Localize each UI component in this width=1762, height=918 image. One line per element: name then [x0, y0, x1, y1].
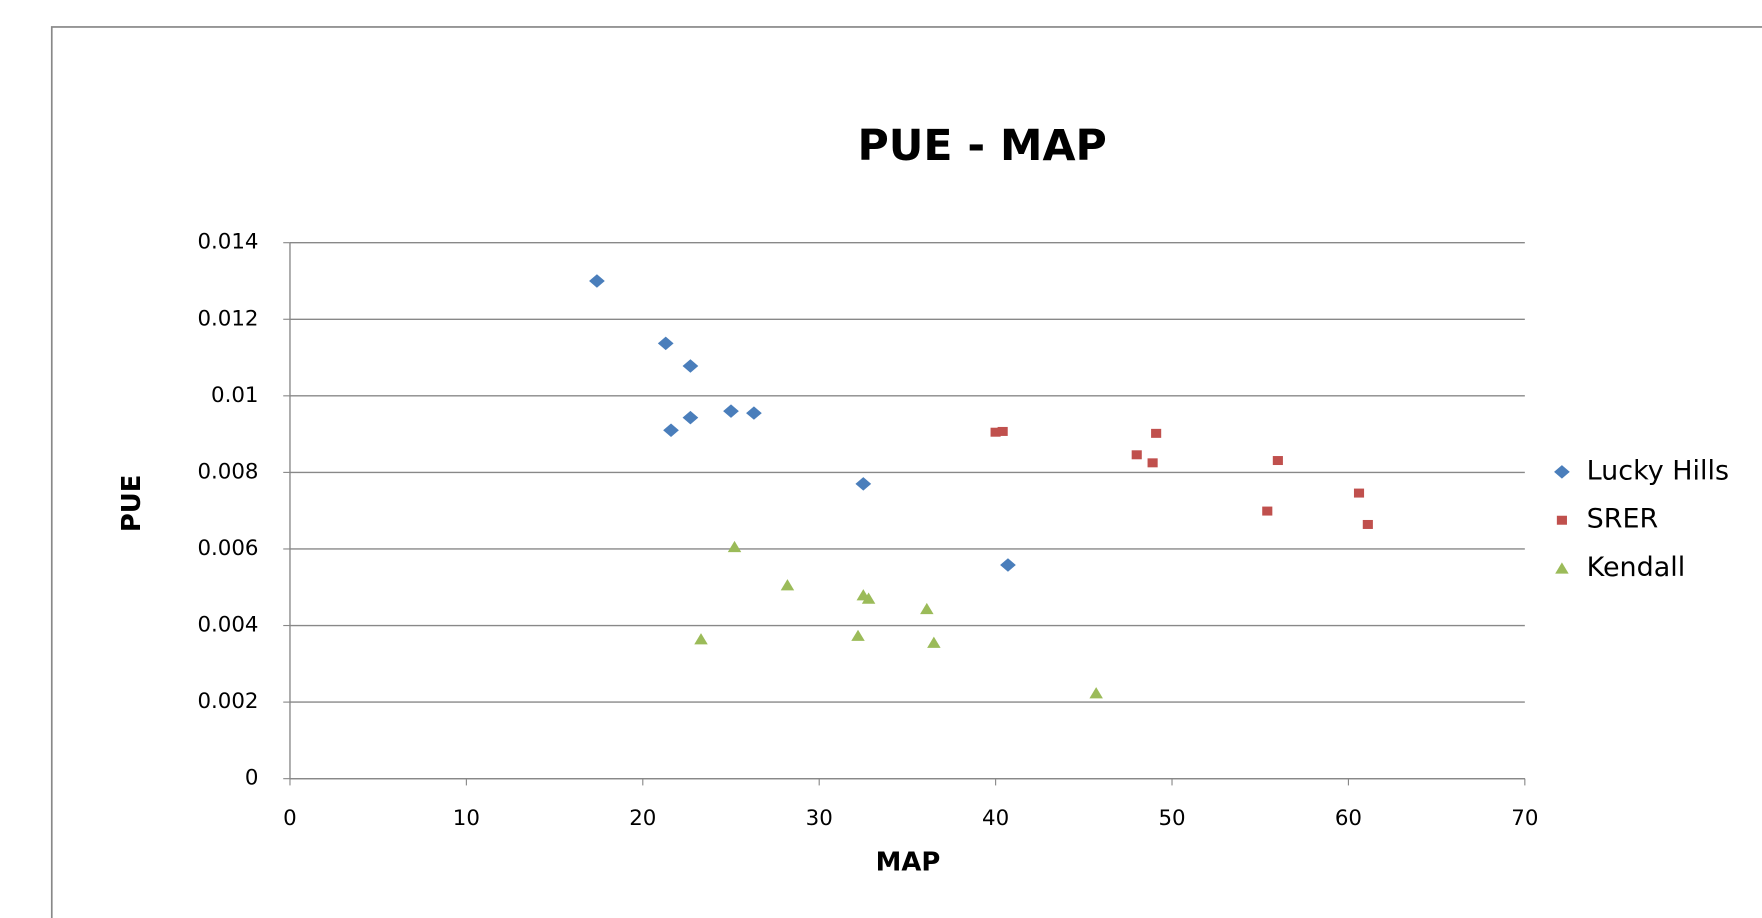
x-tick-label: 60 [1335, 806, 1362, 831]
marker [1362, 519, 1373, 529]
x-tick-label: 0 [283, 806, 297, 831]
y-tick-label: 0.002 [197, 689, 258, 714]
x-tick-label: 10 [453, 806, 480, 831]
marker [861, 592, 876, 604]
marker [657, 336, 674, 351]
x-tick-label: 30 [806, 806, 833, 831]
marker [1131, 450, 1142, 460]
chart-title: PUE - MAP [857, 121, 1106, 171]
x-axis-label: MAP [876, 847, 941, 877]
legend-marker [1556, 515, 1567, 525]
x-tick-label: 50 [1158, 806, 1185, 831]
marker [746, 406, 762, 420]
x-tick-label: 20 [629, 806, 656, 831]
marker [1147, 458, 1158, 468]
y-tick-label: 0.012 [197, 306, 258, 331]
marker [780, 579, 795, 591]
marker [990, 427, 1001, 437]
marker [851, 629, 865, 641]
marker [855, 477, 872, 491]
marker [997, 426, 1008, 436]
y-tick-label: 0.01 [211, 383, 259, 408]
legend-label: Kendall [1587, 552, 1686, 583]
marker [682, 410, 699, 425]
marker [723, 404, 739, 418]
legend-marker [1554, 465, 1570, 479]
y-tick-label: 0 [245, 766, 259, 791]
legend-label: SRER [1587, 504, 1659, 535]
legend-marker [1555, 562, 1569, 574]
x-tick-label: 70 [1511, 806, 1538, 831]
marker [920, 602, 934, 615]
marker [1272, 456, 1283, 466]
marker [727, 540, 742, 553]
marker [1262, 506, 1273, 516]
marker [1353, 488, 1365, 498]
y-tick-label: 0.004 [197, 613, 258, 638]
marker [694, 633, 708, 645]
y-tick-label: 0.006 [197, 536, 258, 561]
marker [1089, 687, 1103, 699]
x-tick-label: 40 [982, 806, 1009, 831]
y-tick-label: 0.008 [197, 459, 258, 484]
marker [682, 359, 699, 373]
marker [663, 423, 679, 438]
legend-label: Lucky Hills [1587, 455, 1729, 486]
marker [589, 274, 605, 288]
y-axis-label: PUE [117, 475, 147, 533]
marker [1151, 428, 1162, 438]
y-tick-label: 0.014 [197, 230, 258, 255]
marker [927, 636, 941, 648]
